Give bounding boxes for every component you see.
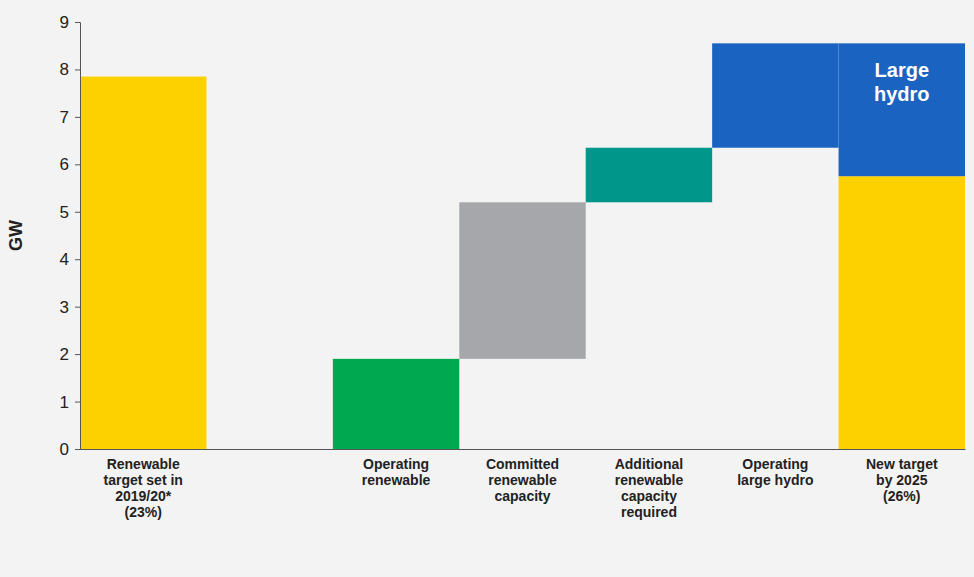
x-tick-label: Operatingrenewable <box>362 456 431 488</box>
x-tick-label: Operatinglarge hydro <box>737 456 813 488</box>
bar <box>586 148 712 203</box>
label-line: Operating <box>742 456 808 472</box>
y-tick-mark <box>75 212 80 213</box>
label-line: capacity <box>494 488 550 504</box>
label-line: Additional <box>615 456 683 472</box>
background <box>0 0 974 577</box>
x-tick: New targetby 2025(26%) <box>866 456 938 504</box>
label-line: renewable <box>615 472 684 488</box>
bars <box>80 43 965 449</box>
y-tick-label: 9 <box>60 13 69 32</box>
label-line: renewable <box>362 472 431 488</box>
label-line: Renewable <box>107 456 180 472</box>
label-line: by 2025 <box>876 472 928 488</box>
y-tick-mark <box>75 354 80 355</box>
label-line: Committed <box>486 456 559 472</box>
y-tick-mark <box>75 449 80 450</box>
y-tick-mark <box>75 22 80 23</box>
bar <box>333 359 459 449</box>
label-line: (26%) <box>883 488 920 504</box>
y-tick-label: 0 <box>60 440 69 459</box>
label-line: renewable <box>488 472 557 488</box>
x-tick: Renewabletarget set in2019/20*(23%) <box>104 456 183 520</box>
y-tick: 1 <box>60 392 80 411</box>
y-tick: 6 <box>60 155 80 174</box>
y-tick: 3 <box>60 298 80 317</box>
label-line: New target <box>866 456 938 472</box>
y-tick-mark <box>75 259 80 260</box>
bar <box>839 43 965 176</box>
y-tick-label: 4 <box>60 250 69 269</box>
y-tick: 8 <box>60 60 80 79</box>
bar <box>459 202 585 359</box>
x-tick-label: New targetby 2025(26%) <box>866 456 938 504</box>
y-tick: 4 <box>60 250 80 269</box>
label-line: (23%) <box>125 504 162 520</box>
y-tick-label: 1 <box>60 392 69 411</box>
y-tick-mark <box>75 69 80 70</box>
label-line: 2019/20* <box>115 488 172 504</box>
x-tick: Operatingrenewable <box>362 456 431 488</box>
y-axis-line <box>75 23 81 450</box>
y-tick: 9 <box>60 13 80 32</box>
y-tick-label: 2 <box>60 345 69 364</box>
y-tick-mark <box>75 164 80 165</box>
y-tick: 7 <box>60 108 80 127</box>
y-tick: 5 <box>60 203 80 222</box>
y-tick-label: 5 <box>60 203 69 222</box>
y-tick: 0 <box>60 440 80 459</box>
y-tick-mark <box>75 402 80 403</box>
y-tick-mark <box>75 117 80 118</box>
segment-labels: Largehydro <box>874 59 930 105</box>
y-tick-label: 8 <box>60 60 69 79</box>
bar <box>712 43 838 147</box>
y-tick-label: 3 <box>60 298 69 317</box>
label-line: Operating <box>363 456 429 472</box>
bar <box>80 77 206 449</box>
y-tick: 2 <box>60 345 80 364</box>
y-tick-mark <box>75 307 80 308</box>
segment-label: Largehydro <box>874 59 930 105</box>
label-line: large hydro <box>737 472 813 488</box>
x-tick: Additionalrenewablecapacityrequired <box>615 456 684 520</box>
y-axis-title: GW <box>6 220 26 251</box>
x-tick-label: Additionalrenewablecapacityrequired <box>615 456 684 520</box>
x-axis: Renewabletarget set in2019/20*(23%) Opera… <box>81 450 966 521</box>
bar <box>839 176 965 449</box>
label-line: required <box>621 504 677 520</box>
y-tick-label: 7 <box>60 108 69 127</box>
x-tick-label: Renewabletarget set in2019/20*(23%) <box>104 456 183 520</box>
label-line: Large <box>875 59 929 81</box>
y-axis: 0 1 2 3 4 5 6 7 8 9 <box>60 13 81 459</box>
x-axis-line <box>81 449 966 450</box>
label-line: hydro <box>874 83 930 105</box>
label-line: capacity <box>621 488 677 504</box>
y-tick-label: 6 <box>60 155 69 174</box>
label-line: target set in <box>104 472 183 488</box>
x-tick: Operatinglarge hydro <box>737 456 813 488</box>
x-tick: Committedrenewablecapacity <box>486 456 559 504</box>
x-tick-label: Committedrenewablecapacity <box>486 456 559 504</box>
chart: Largehydro 0 1 2 3 4 5 6 7 8 9 Renewabletarget set … <box>0 0 974 577</box>
